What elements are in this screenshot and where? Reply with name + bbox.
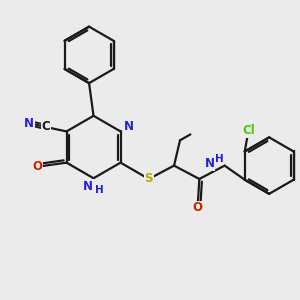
Text: S: S bbox=[145, 172, 153, 185]
Text: N: N bbox=[205, 157, 215, 170]
Text: N: N bbox=[83, 180, 93, 193]
Text: H: H bbox=[215, 154, 224, 164]
Text: H: H bbox=[94, 184, 103, 194]
Text: O: O bbox=[193, 201, 203, 214]
Text: C: C bbox=[41, 121, 50, 134]
Text: O: O bbox=[33, 160, 43, 173]
Text: N: N bbox=[24, 117, 34, 130]
Text: Cl: Cl bbox=[243, 124, 256, 137]
Text: N: N bbox=[124, 120, 134, 133]
